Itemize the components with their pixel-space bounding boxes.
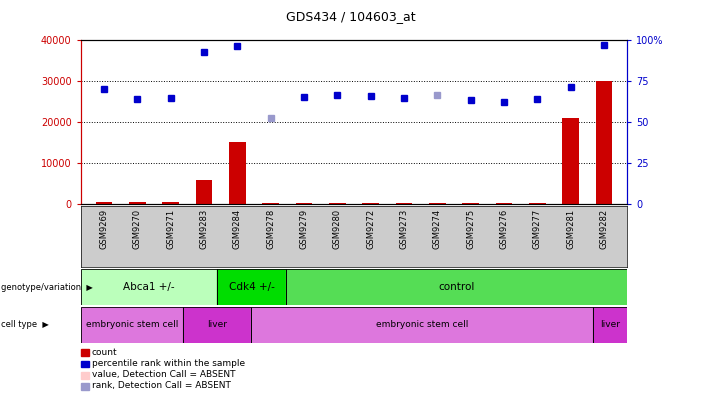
Bar <box>395 203 412 204</box>
Bar <box>286 269 627 305</box>
Text: GSM9277: GSM9277 <box>533 209 542 249</box>
Bar <box>463 203 479 204</box>
Bar <box>81 269 217 305</box>
Bar <box>562 118 579 204</box>
Text: GSM9276: GSM9276 <box>500 209 508 249</box>
Bar <box>596 81 613 204</box>
Text: GSM9274: GSM9274 <box>433 209 442 249</box>
Text: rank, Detection Call = ABSENT: rank, Detection Call = ABSENT <box>92 381 231 390</box>
Text: Cdk4 +/-: Cdk4 +/- <box>229 282 274 292</box>
Bar <box>362 203 379 204</box>
Bar <box>163 202 179 204</box>
Bar <box>95 202 112 204</box>
Text: GSM9279: GSM9279 <box>299 209 308 249</box>
Bar <box>81 269 217 305</box>
Text: GSM9273: GSM9273 <box>400 209 409 249</box>
Text: GSM9271: GSM9271 <box>166 209 175 249</box>
Text: GSM9280: GSM9280 <box>333 209 342 249</box>
Bar <box>129 202 146 204</box>
Text: control: control <box>438 282 475 292</box>
Text: GSM9283: GSM9283 <box>200 209 208 249</box>
Bar <box>217 269 286 305</box>
Bar <box>296 203 313 204</box>
Text: Abca1 +/-: Abca1 +/- <box>123 282 175 292</box>
Text: embryonic stem cell: embryonic stem cell <box>376 320 468 329</box>
Text: GSM9278: GSM9278 <box>266 209 275 249</box>
Text: GDS434 / 104603_at: GDS434 / 104603_at <box>286 10 415 23</box>
Text: value, Detection Call = ABSENT: value, Detection Call = ABSENT <box>92 370 236 379</box>
Text: cell type  ▶: cell type ▶ <box>1 320 49 329</box>
Bar <box>217 269 286 305</box>
Text: count: count <box>92 348 118 357</box>
Text: GSM9275: GSM9275 <box>466 209 475 249</box>
Bar <box>329 203 346 204</box>
Text: percentile rank within the sample: percentile rank within the sample <box>92 359 245 368</box>
Text: genotype/variation  ▶: genotype/variation ▶ <box>1 283 93 291</box>
Bar <box>81 307 183 343</box>
Text: embryonic stem cell: embryonic stem cell <box>86 320 178 329</box>
Bar <box>593 307 627 343</box>
Bar <box>252 307 593 343</box>
Bar <box>183 307 252 343</box>
Bar <box>81 307 183 343</box>
Bar <box>429 203 446 204</box>
Bar <box>496 203 512 204</box>
Text: GSM9270: GSM9270 <box>132 209 142 249</box>
Bar <box>229 142 245 204</box>
Bar <box>183 307 252 343</box>
Text: GSM9284: GSM9284 <box>233 209 242 249</box>
Bar <box>529 203 545 204</box>
Text: GSM9272: GSM9272 <box>366 209 375 249</box>
Text: GSM9281: GSM9281 <box>566 209 576 249</box>
Text: GSM9269: GSM9269 <box>100 209 109 249</box>
Text: GSM9282: GSM9282 <box>599 209 608 249</box>
Bar <box>252 307 593 343</box>
Text: liver: liver <box>600 320 620 329</box>
Bar <box>286 269 627 305</box>
Bar <box>262 203 279 204</box>
Bar <box>196 180 212 204</box>
Bar <box>593 307 627 343</box>
Text: liver: liver <box>207 320 227 329</box>
